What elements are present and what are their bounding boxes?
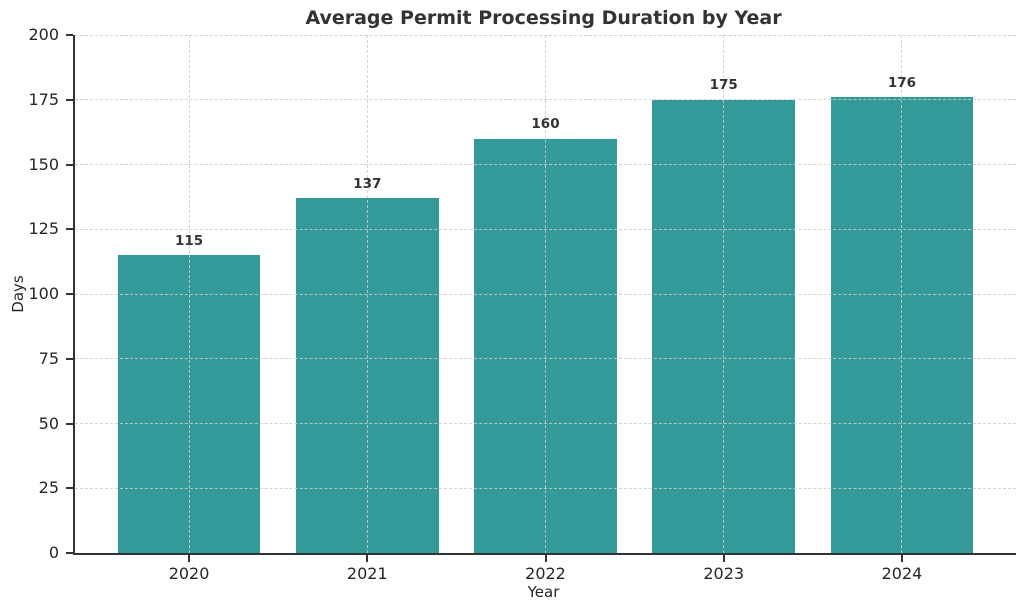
x-tick-label: 2020 bbox=[168, 564, 210, 583]
x-tick-label: 2022 bbox=[525, 564, 566, 583]
y-tick-mark bbox=[66, 487, 73, 490]
chart-title: Average Permit Processing Duration by Ye… bbox=[305, 7, 782, 29]
y-tick-mark bbox=[66, 293, 73, 295]
x-tick-mark bbox=[722, 555, 725, 562]
y-tick-mark bbox=[66, 163, 73, 166]
bar-value-label: 115 bbox=[174, 232, 204, 249]
bar bbox=[117, 255, 261, 553]
y-tick-label: 150 bbox=[28, 154, 59, 174]
bar bbox=[830, 97, 974, 553]
x-tick-label: 2021 bbox=[346, 564, 388, 583]
y-tick-label: 125 bbox=[28, 219, 59, 239]
y-tick-label: 0 bbox=[48, 543, 59, 562]
y-tick-mark bbox=[66, 228, 73, 231]
bar bbox=[652, 99, 795, 553]
x-tick-mark bbox=[366, 555, 369, 562]
y-tick-mark bbox=[66, 34, 73, 36]
y-tick-label: 200 bbox=[28, 25, 59, 44]
y-tick-mark bbox=[66, 552, 73, 554]
y-tick-mark bbox=[66, 357, 73, 360]
bar-value-label: 137 bbox=[353, 175, 382, 192]
x-axis-label: Year bbox=[527, 583, 560, 601]
bar-value-label: 160 bbox=[531, 116, 560, 133]
y-tick-label: 25 bbox=[38, 478, 59, 498]
x-tick-mark bbox=[188, 555, 191, 562]
y-tick-label: 175 bbox=[28, 89, 59, 109]
x-tick-label: 2024 bbox=[881, 564, 923, 583]
bar bbox=[474, 138, 617, 553]
h-gridline bbox=[75, 34, 1016, 36]
x-tick-mark bbox=[544, 555, 547, 562]
bar-value-label: 176 bbox=[887, 74, 917, 91]
y-tick-mark bbox=[66, 422, 73, 425]
x-tick-label: 2023 bbox=[703, 564, 745, 583]
y-tick-label: 75 bbox=[38, 348, 59, 368]
y-tick-label: 50 bbox=[38, 413, 59, 433]
bar-value-label: 175 bbox=[709, 77, 738, 94]
x-tick-mark bbox=[900, 555, 903, 562]
y-tick-mark bbox=[66, 98, 73, 101]
bar bbox=[295, 198, 439, 553]
plot-area: 0 25 50 75 100 125 150 175 200 115 2020 137 2021 160 2… bbox=[28, 27, 1016, 582]
y-tick-label: 100 bbox=[28, 284, 59, 303]
